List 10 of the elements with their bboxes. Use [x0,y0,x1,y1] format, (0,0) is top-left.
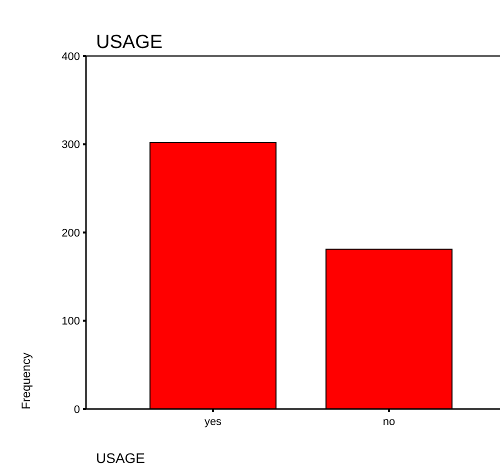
y-axis-title: Frequency [19,352,33,410]
chart-title: USAGE [96,32,163,53]
y-tick-label: 200 [62,227,80,240]
x-axis-title: USAGE [96,450,146,466]
y-tick-label: 100 [62,316,80,328]
y-tick-label: 0 [74,404,80,416]
x-tick-label: yes [204,416,222,428]
y-tick-label: 300 [62,139,80,152]
x-tick-label: no [382,416,396,428]
y-tick-label: 400 [62,50,80,63]
